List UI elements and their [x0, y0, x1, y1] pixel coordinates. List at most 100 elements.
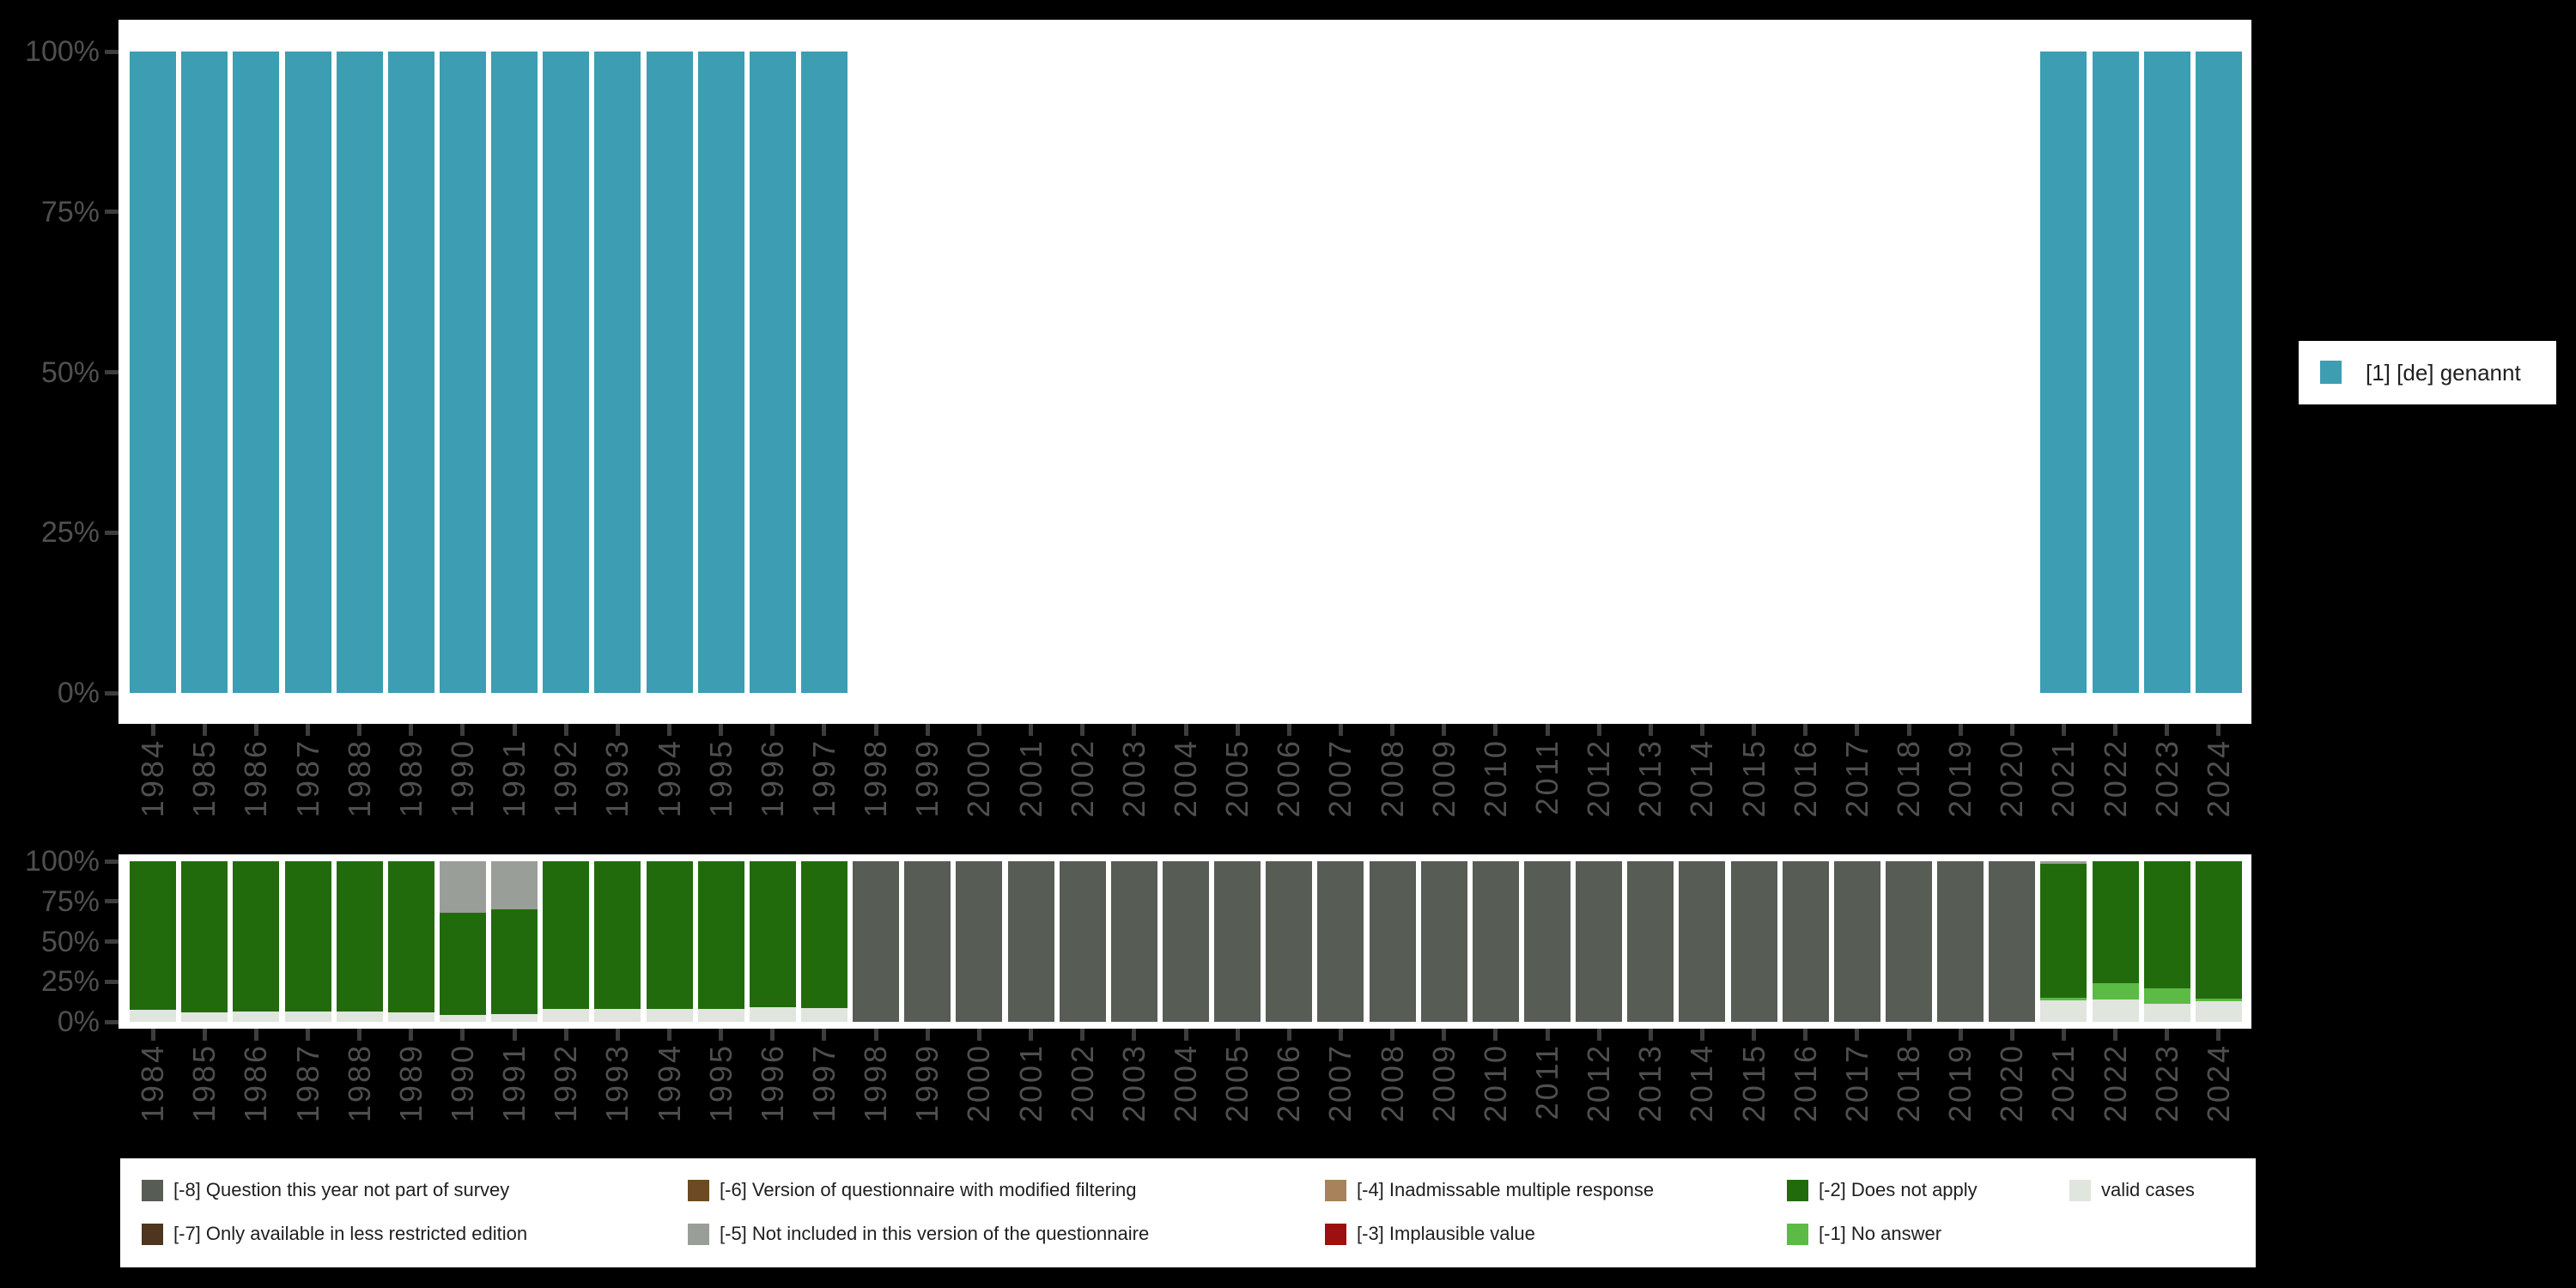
y-axis-tick — [105, 939, 118, 944]
bar-segment-2002 — [1059, 861, 1106, 1022]
x-axis-tick — [1855, 1029, 1860, 1041]
legend-label: [-6] Version of questionnaire with modif… — [720, 1179, 1137, 1200]
bar-segment-1992 — [543, 52, 590, 693]
x-axis-label: 1997 — [805, 738, 841, 818]
legend-label: valid cases — [2101, 1179, 2195, 1200]
bar-segment-2022 — [2092, 999, 2139, 1022]
x-axis-tick — [615, 724, 620, 736]
bar-segment-1996 — [749, 861, 796, 1008]
x-axis-label: 2019 — [1942, 1043, 1978, 1123]
x-axis-tick — [822, 724, 827, 736]
x-axis-label: 2006 — [1271, 738, 1307, 818]
x-axis-label: 1995 — [702, 738, 738, 818]
x-axis-tick — [306, 1029, 310, 1041]
x-axis-tick — [1493, 1029, 1498, 1041]
x-axis-tick — [1132, 1029, 1137, 1041]
legend-swatch — [688, 1179, 709, 1201]
bar-segment-1997 — [800, 1008, 848, 1022]
bar-segment-2021 — [2040, 52, 2087, 693]
x-axis-label: 2000 — [961, 738, 997, 818]
y-axis-label: 25% — [40, 516, 100, 550]
x-axis-label: 2006 — [1271, 1043, 1307, 1123]
x-axis-label: 2005 — [1219, 738, 1255, 818]
x-axis-label: 2012 — [1581, 738, 1617, 818]
bar-segment-1993 — [594, 861, 641, 1010]
x-axis-tick — [1958, 1029, 1963, 1041]
x-axis-label: 1990 — [444, 1043, 480, 1123]
y-axis-label: 75% — [40, 884, 100, 918]
x-axis-tick — [1699, 1029, 1704, 1041]
bar-segment-1990 — [439, 52, 486, 693]
legend-swatch — [688, 1223, 709, 1245]
bar-segment-2007 — [1317, 861, 1364, 1022]
bar-segment-2017 — [1833, 861, 1880, 1022]
y-axis-tick — [105, 49, 118, 54]
x-axis-label: 2024 — [2200, 738, 2236, 818]
bar-segment-1991 — [491, 52, 538, 693]
x-axis-tick — [2165, 1029, 2170, 1041]
x-axis-tick — [925, 1029, 930, 1041]
bar-segment-1988 — [336, 52, 383, 693]
x-axis-tick — [822, 1029, 827, 1041]
x-axis-tick — [1803, 724, 1808, 736]
x-axis-label: 2010 — [1477, 738, 1513, 818]
x-axis-label: 2021 — [2045, 1043, 2081, 1123]
x-axis-label: 2009 — [1425, 738, 1461, 818]
x-axis-tick — [1752, 1029, 1757, 1041]
x-axis-label: 2024 — [2200, 1043, 2236, 1123]
x-axis-label: 1998 — [858, 738, 894, 818]
x-axis-label: 2016 — [1787, 1043, 1823, 1123]
y-axis-label: 25% — [40, 965, 100, 999]
x-axis-tick — [2113, 1029, 2118, 1041]
x-axis-label: 1997 — [805, 1043, 841, 1123]
y-axis-label: 50% — [40, 355, 100, 389]
bar-segment-2024 — [2195, 861, 2242, 999]
legend-right: [1] [de] genannt — [2299, 341, 2556, 404]
x-axis-tick — [357, 1029, 362, 1041]
x-axis-label: 2007 — [1322, 1043, 1358, 1123]
x-axis-label: 2022 — [2097, 1043, 2133, 1123]
bar-segment-2001 — [1007, 861, 1054, 1022]
x-axis-label: 2003 — [1115, 738, 1151, 818]
bar-segment-1995 — [697, 52, 744, 693]
bar-segment-1989 — [387, 861, 434, 1012]
x-axis-tick — [2061, 724, 2066, 736]
x-axis-label: 1999 — [909, 1043, 945, 1123]
x-axis-tick — [409, 1029, 414, 1041]
x-axis-tick — [357, 724, 362, 736]
x-axis-label: 2022 — [2097, 738, 2133, 818]
x-axis-tick — [1752, 724, 1757, 736]
x-axis-label: 2001 — [1012, 738, 1048, 818]
x-axis-tick — [719, 724, 724, 736]
bar-segment-2013 — [1627, 861, 1674, 1022]
bar-segment-1987 — [284, 861, 331, 1012]
x-axis-tick — [1648, 1029, 1653, 1041]
x-axis-tick — [1338, 1029, 1343, 1041]
x-axis-tick — [1235, 724, 1240, 736]
x-axis-label: 1996 — [754, 1043, 790, 1123]
x-axis-tick — [1906, 724, 1911, 736]
x-axis-label: 1995 — [702, 1043, 738, 1123]
bar-segment-1986 — [233, 52, 280, 693]
legend-label: [-1] No answer — [1819, 1223, 1942, 1244]
x-axis-tick — [1545, 724, 1550, 736]
bar-segment-2021 — [2040, 997, 2087, 1000]
x-axis-tick — [615, 1029, 620, 1041]
legend-swatch — [142, 1179, 163, 1201]
x-axis-label: 2023 — [2148, 738, 2184, 818]
x-axis-tick — [1183, 1029, 1188, 1041]
x-axis-tick — [1803, 1029, 1808, 1041]
x-axis-label: 2023 — [2148, 1043, 2184, 1123]
x-axis-tick — [1183, 724, 1188, 736]
bar-segment-1990 — [439, 861, 486, 913]
x-axis-label: 1987 — [289, 1043, 325, 1123]
bar-segment-1986 — [233, 861, 280, 1012]
x-axis-label: 1996 — [754, 738, 790, 818]
x-axis-label: 2002 — [1064, 1043, 1100, 1123]
bar-segment-1988 — [336, 861, 383, 1012]
bar-segment-1991 — [491, 861, 538, 910]
x-axis-tick — [976, 1029, 981, 1041]
x-axis-label: 1998 — [858, 1043, 894, 1123]
bar-segment-1996 — [749, 1007, 796, 1022]
